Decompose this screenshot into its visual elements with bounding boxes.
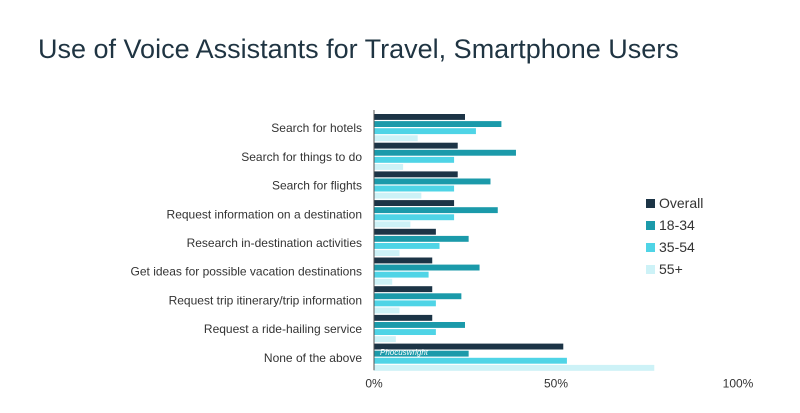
category-label: Search for flights <box>272 179 362 193</box>
x-tick-label: 50% <box>544 376 568 390</box>
bar-overall <box>374 286 433 293</box>
bar-55- <box>374 164 404 170</box>
bar-overall <box>374 114 465 120</box>
legend-label: 18-34 <box>659 217 695 233</box>
chart-title: Use of Voice Assistants for Travel, Smar… <box>38 34 679 64</box>
bar-35-54 <box>374 243 440 249</box>
bar-18-34 <box>374 293 462 300</box>
bar-55- <box>374 336 396 343</box>
bar-35-54 <box>374 329 436 335</box>
bar-overall <box>374 142 458 149</box>
legend-swatch <box>646 265 655 274</box>
legend-label: Overall <box>659 195 703 211</box>
bar-35-54 <box>374 185 455 192</box>
x-axis: 0% 50% 100% <box>365 110 754 390</box>
bar-35-54 <box>374 357 567 364</box>
legend-label: 35-54 <box>659 239 695 255</box>
bar-overall <box>374 257 433 264</box>
legend-swatch <box>646 199 655 208</box>
bar-overall <box>374 171 458 178</box>
category-label: Research in-destination activities <box>187 236 362 250</box>
legend-swatch <box>646 221 655 230</box>
bar-18-34 <box>374 121 502 127</box>
category-label: Request a ride-hailing service <box>204 322 362 336</box>
category-label: None of the above <box>264 351 362 365</box>
bar-18-34 <box>374 178 491 185</box>
bar-18-34 <box>374 264 480 271</box>
bar-18-34 <box>374 322 465 328</box>
bar-35-54 <box>374 300 436 307</box>
bar-overall <box>374 343 564 350</box>
bar-overall <box>374 228 436 235</box>
bar-overall <box>374 314 433 321</box>
bar-18-34 <box>374 149 516 156</box>
category-label: Get ideas for possible vacation destinat… <box>131 265 362 279</box>
bar-55- <box>374 364 655 371</box>
legend: Overall 18-34 35-54 55+ <box>646 195 703 277</box>
category-label: Request information on a destination <box>167 207 362 221</box>
watermark-text: Phocuswright <box>380 348 429 357</box>
bar-55- <box>374 192 422 199</box>
category-label: Search for hotels <box>271 121 362 135</box>
bar-55- <box>374 135 418 142</box>
bar-overall <box>374 200 455 206</box>
bars-group <box>374 114 655 371</box>
bar-18-34 <box>374 235 469 242</box>
bar-18-34 <box>374 350 469 357</box>
bar-55- <box>374 250 400 256</box>
bar-35-54 <box>374 128 476 135</box>
category-label: Request trip itinerary/trip information <box>169 293 362 307</box>
bar-35-54 <box>374 156 455 163</box>
watermark-group: Phocuswright <box>380 348 429 357</box>
category-label: Search for things to do <box>241 150 362 164</box>
x-tick-label: 100% <box>723 376 754 390</box>
bar-55- <box>374 307 400 314</box>
legend-swatch <box>646 243 655 252</box>
x-tick-label: 0% <box>365 376 383 390</box>
bar-18-34 <box>374 207 498 214</box>
bar-55- <box>374 278 393 285</box>
category-labels: Search for hotels Search for things to do… <box>131 121 363 365</box>
bar-35-54 <box>374 271 429 278</box>
legend-label: 55+ <box>659 261 683 277</box>
bar-55- <box>374 221 411 228</box>
bar-35-54 <box>374 214 455 221</box>
